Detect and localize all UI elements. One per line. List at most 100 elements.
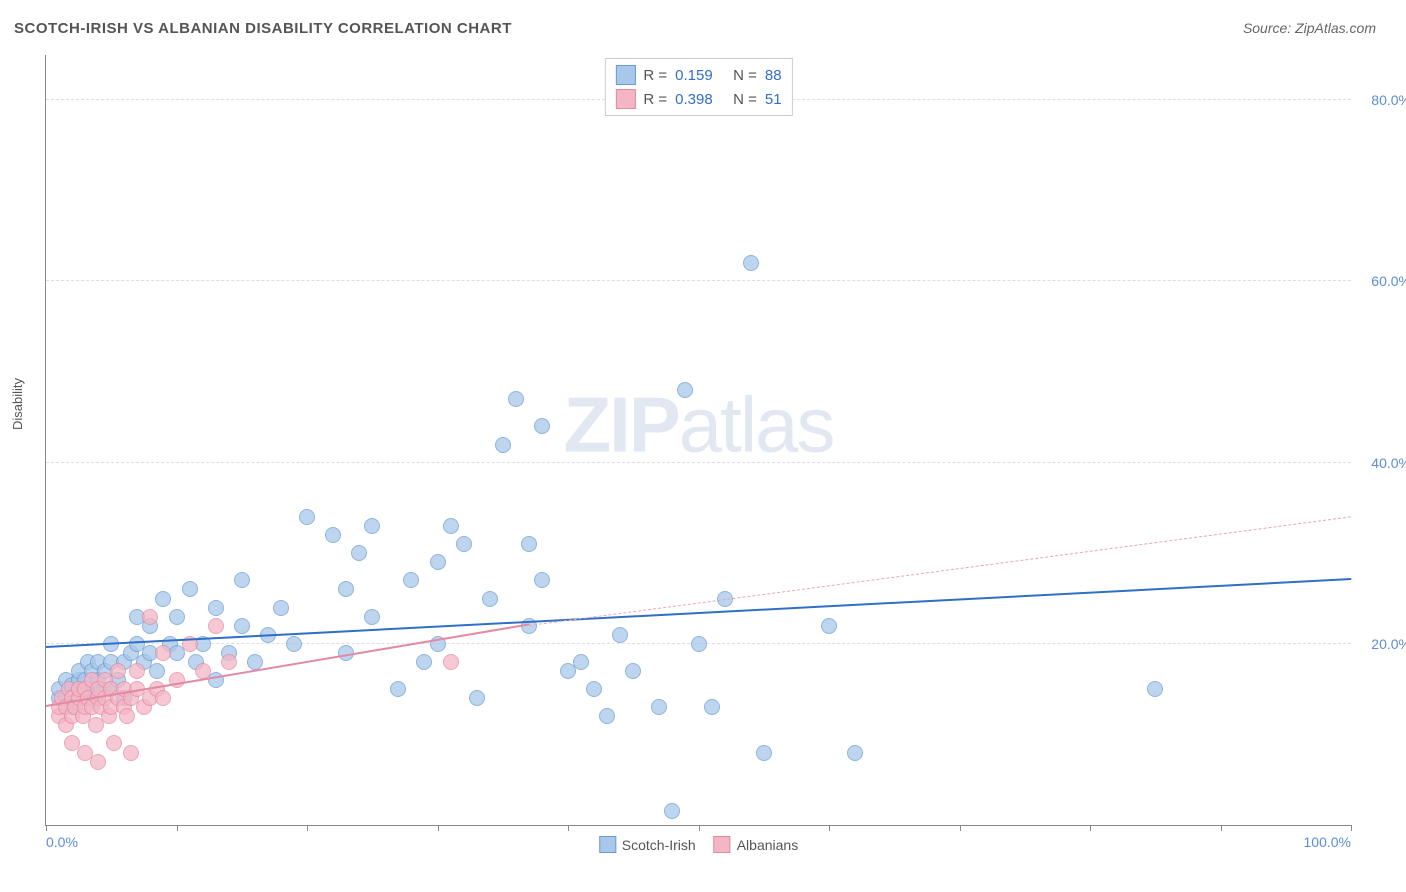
scatter-point xyxy=(234,572,250,588)
scatter-point xyxy=(469,690,485,706)
scatter-point xyxy=(142,609,158,625)
y-tick-label: 80.0% xyxy=(1356,92,1406,108)
source-attribution: Source: ZipAtlas.com xyxy=(1243,20,1376,36)
scatter-point xyxy=(521,536,537,552)
chart-title: SCOTCH-IRISH VS ALBANIAN DISABILITY CORR… xyxy=(14,20,512,37)
gridline xyxy=(46,462,1351,463)
scatter-point xyxy=(351,545,367,561)
scatter-point xyxy=(625,663,641,679)
scatter-point xyxy=(234,618,250,634)
legend-n-label: N = xyxy=(733,91,757,108)
scatter-point xyxy=(169,609,185,625)
legend-stats-row: R = 0.398 N = 51 xyxy=(615,87,781,111)
scatter-point xyxy=(416,654,432,670)
scatter-point xyxy=(149,663,165,679)
scatter-point xyxy=(390,681,406,697)
trendline xyxy=(529,516,1351,626)
x-tick xyxy=(960,825,961,831)
scatter-point xyxy=(456,536,472,552)
scatter-point xyxy=(821,618,837,634)
watermark-zip: ZIP xyxy=(563,380,678,468)
scatter-point xyxy=(325,527,341,543)
legend-n-value: 88 xyxy=(765,67,782,84)
scatter-point xyxy=(430,554,446,570)
scatter-point xyxy=(338,581,354,597)
scatter-point xyxy=(691,636,707,652)
y-tick-label: 60.0% xyxy=(1356,273,1406,289)
scatter-point xyxy=(106,735,122,751)
scatter-point xyxy=(182,581,198,597)
scatter-point xyxy=(221,654,237,670)
scatter-point xyxy=(123,745,139,761)
scatter-point xyxy=(508,391,524,407)
legend-stats-row: R =0.159N =88 xyxy=(615,63,781,87)
legend-swatch xyxy=(615,89,635,109)
x-tick xyxy=(699,825,700,831)
legend-n-label: N = xyxy=(733,67,757,84)
legend-swatch xyxy=(599,836,616,853)
scatter-point xyxy=(534,418,550,434)
legend-r-label: R = xyxy=(643,91,667,108)
watermark: ZIPatlas xyxy=(563,379,833,470)
scatter-point xyxy=(155,645,171,661)
scatter-point xyxy=(155,690,171,706)
scatter-point xyxy=(110,663,126,679)
scatter-point xyxy=(704,699,720,715)
scatter-point xyxy=(482,591,498,607)
scatter-point xyxy=(208,600,224,616)
x-tick xyxy=(829,825,830,831)
scatter-plot-area: ZIPatlas 20.0%40.0%60.0%80.0%0.0%100.0%R… xyxy=(45,55,1351,826)
watermark-atlas: atlas xyxy=(679,380,834,468)
x-tick xyxy=(438,825,439,831)
y-tick-label: 40.0% xyxy=(1356,455,1406,471)
x-tick-label: 0.0% xyxy=(46,834,78,850)
scatter-point xyxy=(586,681,602,697)
x-tick xyxy=(177,825,178,831)
scatter-point xyxy=(443,518,459,534)
scatter-point xyxy=(847,745,863,761)
x-tick xyxy=(46,825,47,831)
scatter-point xyxy=(612,627,628,643)
legend-r-value: 0.398 xyxy=(675,91,725,108)
scatter-point xyxy=(403,572,419,588)
scatter-point xyxy=(155,591,171,607)
legend-series-label: Albanians xyxy=(737,837,799,853)
scatter-point xyxy=(664,803,680,819)
scatter-point xyxy=(299,509,315,525)
scatter-point xyxy=(129,663,145,679)
scatter-point xyxy=(743,255,759,271)
scatter-point xyxy=(677,382,693,398)
legend-n-value: 51 xyxy=(765,91,782,108)
scatter-point xyxy=(247,654,263,670)
scatter-point xyxy=(443,654,459,670)
legend-series-label: Scotch-Irish xyxy=(622,837,696,853)
scatter-point xyxy=(573,654,589,670)
legend-swatch xyxy=(615,65,635,85)
y-tick-label: 20.0% xyxy=(1356,636,1406,652)
legend-r-value: 0.159 xyxy=(675,67,725,84)
x-tick-label: 100.0% xyxy=(1304,834,1351,850)
legend-series: Scotch-Irish Albanians xyxy=(599,836,798,853)
legend-stats: R = 0.159 N = 88 R = 0.398 N = 51 xyxy=(604,58,792,116)
scatter-point xyxy=(119,708,135,724)
scatter-point xyxy=(286,636,302,652)
scatter-point xyxy=(599,708,615,724)
x-tick xyxy=(568,825,569,831)
scatter-point xyxy=(1147,681,1163,697)
legend-series-item: Albanians xyxy=(714,836,799,853)
x-tick xyxy=(1351,825,1352,831)
scatter-point xyxy=(756,745,772,761)
scatter-point xyxy=(534,572,550,588)
legend-swatch xyxy=(714,836,731,853)
scatter-point xyxy=(364,518,380,534)
x-tick xyxy=(1090,825,1091,831)
scatter-point xyxy=(651,699,667,715)
y-axis-label: Disability xyxy=(10,378,25,430)
x-tick xyxy=(307,825,308,831)
x-tick xyxy=(1221,825,1222,831)
scatter-point xyxy=(273,600,289,616)
scatter-point xyxy=(364,609,380,625)
legend-series-item: Scotch-Irish xyxy=(599,836,696,853)
gridline xyxy=(46,280,1351,281)
scatter-point xyxy=(90,754,106,770)
